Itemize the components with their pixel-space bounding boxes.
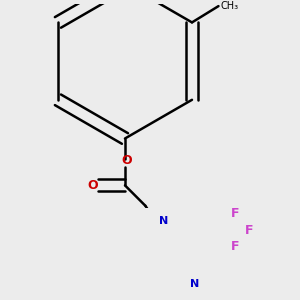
Text: O: O — [122, 154, 132, 167]
Text: F: F — [231, 207, 239, 220]
Text: N: N — [190, 279, 199, 289]
Text: F: F — [231, 240, 239, 253]
Text: CH₃: CH₃ — [220, 1, 238, 11]
Text: O: O — [87, 179, 98, 192]
Text: N: N — [159, 216, 168, 226]
Text: F: F — [245, 224, 254, 237]
